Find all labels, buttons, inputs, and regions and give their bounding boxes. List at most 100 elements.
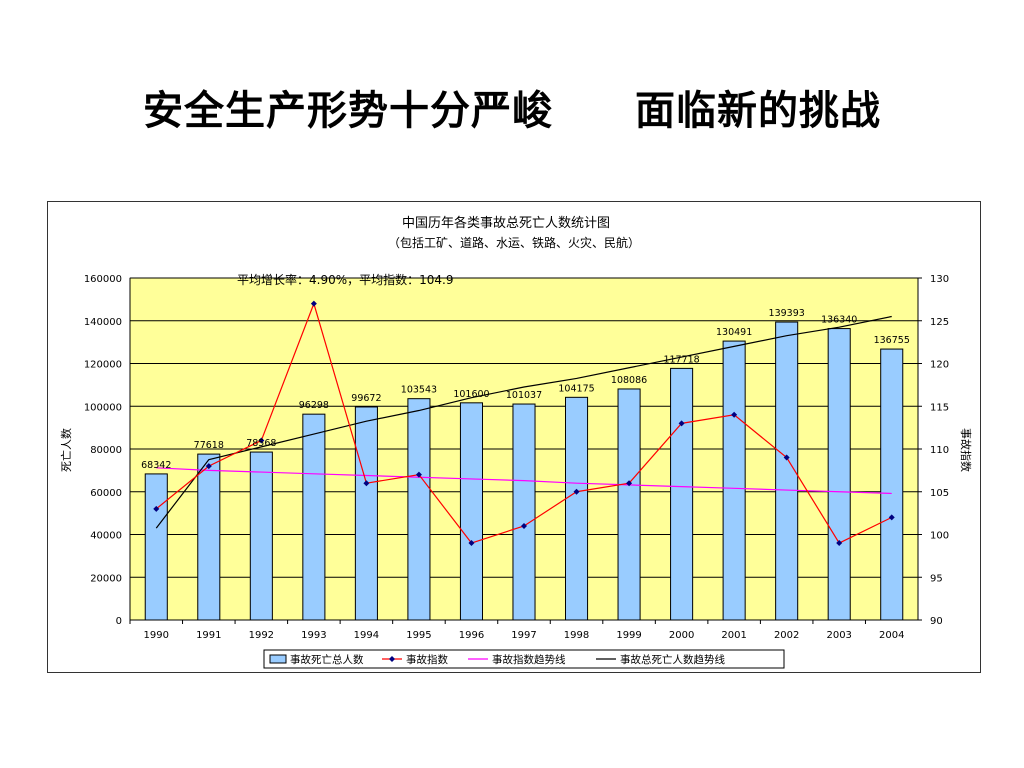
bar-value-label: 130491 xyxy=(716,327,752,338)
bar xyxy=(617,388,641,621)
left-axis-tick-label: 160000 xyxy=(84,274,122,285)
bar-value-label: 68342 xyxy=(141,460,171,471)
left-axis-tick-label: 140000 xyxy=(84,317,122,328)
index-marker xyxy=(521,522,527,529)
left-axis-tick-label: 0 xyxy=(116,616,122,627)
right-axis-tick-label: 100 xyxy=(930,531,949,542)
index-line xyxy=(153,300,895,547)
bar xyxy=(459,402,483,621)
x-axis-tick-label: 1990 xyxy=(144,630,169,641)
bar xyxy=(197,453,221,621)
bar xyxy=(722,340,746,621)
chart-subtitle: （包括工矿、道路、水运、铁路、火灾、民航） xyxy=(388,235,640,250)
index-marker xyxy=(258,437,265,444)
right-axis-tick-label: 130 xyxy=(930,274,949,285)
left-axis-tick-label: 80000 xyxy=(90,445,122,456)
left-axis-tick-label: 100000 xyxy=(84,402,122,413)
left-axis-tick-label: 60000 xyxy=(90,488,122,499)
bar-value-label: 103543 xyxy=(401,385,437,396)
right-axis-tick-label: 90 xyxy=(930,616,943,627)
trend-lines xyxy=(155,315,892,529)
right-axis: 90 95 100 105 110 115 120 125 130 xyxy=(917,274,949,627)
index-marker xyxy=(415,471,422,478)
x-axis-tick-label: 1996 xyxy=(459,630,484,641)
x-axis-tick-label: 1992 xyxy=(249,630,274,641)
bar-value-label: 101600 xyxy=(453,389,489,400)
left-axis-tick-label: 120000 xyxy=(84,360,122,371)
bar xyxy=(407,398,431,621)
bar xyxy=(144,473,168,621)
bar-value-label: 77618 xyxy=(194,440,224,451)
x-axis-tick-label: 1997 xyxy=(511,630,536,641)
deaths-trendline xyxy=(155,315,892,529)
x-axis-tick-label: 2003 xyxy=(826,630,851,641)
x-axis-tick-label: 2001 xyxy=(721,630,746,641)
index-marker xyxy=(468,540,475,547)
bar xyxy=(670,367,694,621)
bar-value-label: 78568 xyxy=(246,438,276,449)
x-axis: 1990 1991 1992 1993 1994 1995 1996 1997 1998 1999… xyxy=(129,620,904,641)
index-marker xyxy=(888,514,895,521)
legend-label: 事故指数 xyxy=(406,653,448,666)
bar-labels: 68342 77618 78568 96298 99672 103543 101600 101… xyxy=(141,308,910,471)
legend-label: 事故指数趋势线 xyxy=(492,653,566,666)
left-axis-tick-label: 40000 xyxy=(90,531,122,542)
chart: 中国历年各类事故总死亡人数统计图 （包括工矿、道路、水运、铁路、火灾、民航） 6… xyxy=(59,215,973,669)
index-marker xyxy=(205,463,212,470)
index-marker xyxy=(153,505,160,512)
index-marker xyxy=(836,540,843,547)
index-marker xyxy=(783,454,790,461)
x-axis-tick-label: 1999 xyxy=(616,630,641,641)
right-axis-tick-label: 105 xyxy=(930,488,949,499)
index-marker xyxy=(363,480,370,487)
x-axis-tick-label: 1991 xyxy=(196,630,221,641)
bar xyxy=(249,451,273,621)
bar xyxy=(775,321,799,621)
slide-title: 安全生产形势十分严峻 面临新的挑战 xyxy=(143,88,881,134)
x-axis-tick-label: 2002 xyxy=(774,630,799,641)
index-marker xyxy=(626,480,633,487)
y-axis-label-right: 事故指数 xyxy=(959,428,973,472)
right-axis-tick-label: 110 xyxy=(930,445,949,456)
right-axis-tick-label: 95 xyxy=(930,573,943,584)
bar xyxy=(512,403,536,621)
bar-value-label: 99672 xyxy=(351,393,381,404)
legend-label: 事故死亡总人数 xyxy=(290,653,364,666)
bar-value-label: 96298 xyxy=(299,400,329,411)
x-axis-tick-label: 1994 xyxy=(354,630,379,641)
right-axis-tick-label: 115 xyxy=(930,402,949,413)
bar-value-label: 104175 xyxy=(558,383,594,394)
index-marker xyxy=(678,420,685,427)
bar xyxy=(354,406,378,621)
x-axis-tick-label: 1998 xyxy=(564,630,589,641)
y-axis-label-left: 死亡人数 xyxy=(59,428,73,472)
x-axis-tick-label: 1995 xyxy=(406,630,431,641)
left-axis-tick-label: 20000 xyxy=(90,573,122,584)
right-axis-tick-label: 120 xyxy=(930,360,949,371)
bar-value-label: 136340 xyxy=(821,315,857,326)
x-axis-tick-label: 2004 xyxy=(879,630,904,641)
left-axis: 0 20000 40000 60000 80000 100000 120000 140000 1… xyxy=(84,274,131,627)
chart-frame: 中国历年各类事故总死亡人数统计图 （包括工矿、道路、水运、铁路、火灾、民航） 6… xyxy=(47,201,981,673)
bar xyxy=(827,328,851,621)
x-axis-tick-label: 2000 xyxy=(669,630,694,641)
index-marker xyxy=(731,411,738,418)
bar-value-label: 139393 xyxy=(769,308,805,319)
legend-box xyxy=(263,649,785,669)
legend-swatch-bars xyxy=(269,654,287,664)
chart-title: 中国历年各类事故总死亡人数统计图 xyxy=(402,215,610,231)
bars xyxy=(144,321,904,621)
bar-value-label: 117718 xyxy=(663,354,699,365)
index-trendline xyxy=(156,467,892,495)
bar xyxy=(565,396,589,621)
right-axis-tick-label: 125 xyxy=(930,317,949,328)
bar xyxy=(302,413,326,621)
legend: 事故死亡总人数 事故指数 事故指数趋势线 事故总死亡人数趋势线 xyxy=(263,649,785,669)
legend-swatch-index-marker xyxy=(389,656,395,662)
bar-value-label: 101037 xyxy=(506,390,542,401)
bar xyxy=(880,348,904,621)
x-axis-tick-label: 1993 xyxy=(301,630,326,641)
bar-value-label: 136755 xyxy=(874,335,910,346)
legend-label: 事故总死亡人数趋势线 xyxy=(620,653,725,666)
index-marker xyxy=(310,300,317,307)
